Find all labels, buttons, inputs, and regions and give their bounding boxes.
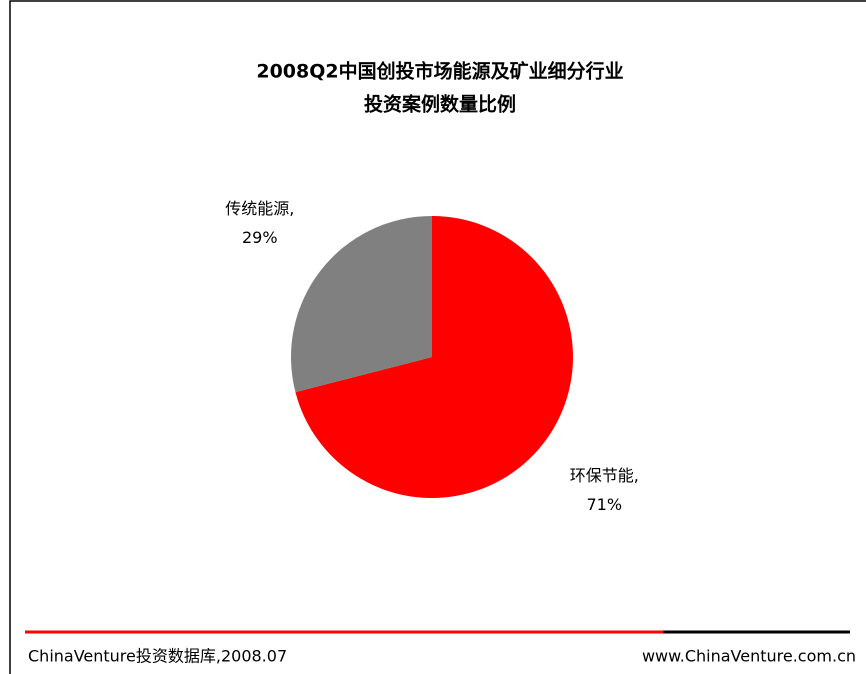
website: www.ChinaVenture.com.cn bbox=[642, 647, 856, 666]
value-label: 71% bbox=[586, 495, 622, 514]
pie-slice bbox=[295, 216, 573, 498]
source: ChinaVenture投资数据库,2008.07 bbox=[28, 647, 287, 666]
slice-label: 环保节能, bbox=[570, 466, 639, 485]
frame bbox=[9, 0, 866, 674]
pie-slice bbox=[291, 216, 432, 393]
slice-label: 传统能源, bbox=[225, 199, 294, 218]
chart-title: 2008Q2中国创投市场能源及矿业细分行业 bbox=[256, 60, 623, 83]
chart-title: 投资案例数量比例 bbox=[364, 93, 516, 116]
value-label: 29% bbox=[242, 228, 278, 247]
